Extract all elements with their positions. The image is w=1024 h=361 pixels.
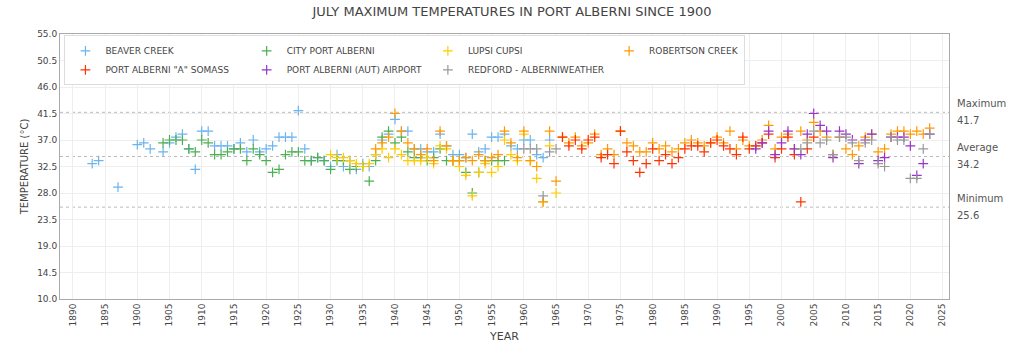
- svg-text:PORT ALBERNI (AUT) AIRPORT: PORT ALBERNI (AUT) AIRPORT: [287, 65, 422, 75]
- svg-text:1900: 1900: [132, 303, 142, 326]
- svg-text:PORT ALBERNI "A" SOMASS: PORT ALBERNI "A" SOMASS: [105, 65, 229, 75]
- svg-text:ROBERTSON CREEK: ROBERTSON CREEK: [649, 46, 739, 56]
- svg-text:37.0: 37.0: [37, 135, 57, 145]
- svg-text:23.5: 23.5: [37, 215, 57, 225]
- svg-text:1995: 1995: [744, 304, 754, 327]
- svg-text:2025: 2025: [937, 304, 947, 327]
- svg-text:1950: 1950: [454, 303, 464, 326]
- svg-text:2000: 2000: [776, 303, 786, 326]
- svg-text:32.5: 32.5: [37, 162, 57, 172]
- svg-text:1890: 1890: [68, 303, 78, 326]
- svg-text:Maximum: Maximum: [957, 98, 1006, 109]
- svg-text:1920: 1920: [261, 303, 271, 326]
- svg-text:1915: 1915: [229, 304, 239, 327]
- svg-text:41.5: 41.5: [37, 109, 57, 119]
- svg-text:34.2: 34.2: [957, 159, 979, 170]
- svg-text:1905: 1905: [164, 304, 174, 327]
- svg-text:Minimum: Minimum: [957, 193, 1003, 204]
- svg-text:19.0: 19.0: [37, 241, 57, 251]
- svg-text:YEAR: YEAR: [489, 330, 519, 343]
- svg-text:2015: 2015: [873, 304, 883, 327]
- svg-text:1955: 1955: [487, 304, 497, 327]
- svg-text:BEAVER CREEK: BEAVER CREEK: [105, 46, 174, 56]
- svg-text:1930: 1930: [325, 303, 335, 326]
- svg-text:2020: 2020: [905, 303, 915, 326]
- svg-text:2010: 2010: [841, 303, 851, 326]
- svg-text:CITY PORT ALBERNI: CITY PORT ALBERNI: [287, 46, 375, 56]
- svg-text:1895: 1895: [100, 304, 110, 327]
- svg-text:1945: 1945: [422, 304, 432, 327]
- svg-text:14.5: 14.5: [37, 268, 57, 278]
- svg-text:1960: 1960: [519, 303, 529, 326]
- svg-text:1925: 1925: [293, 304, 303, 327]
- svg-text:1975: 1975: [615, 304, 625, 327]
- svg-text:1965: 1965: [551, 304, 561, 327]
- svg-text:1910: 1910: [197, 303, 207, 326]
- svg-text:28.0: 28.0: [37, 188, 57, 198]
- svg-text:1940: 1940: [390, 303, 400, 326]
- svg-text:1970: 1970: [583, 303, 593, 326]
- svg-text:LUPSI CUPSI: LUPSI CUPSI: [468, 46, 522, 56]
- svg-text:2005: 2005: [809, 304, 819, 327]
- svg-text:55.0: 55.0: [37, 29, 57, 39]
- svg-text:Average: Average: [957, 142, 998, 153]
- svg-text:TEMPERATURE (°C): TEMPERATURE (°C): [19, 119, 30, 216]
- svg-text:JULY MAXIMUM TEMPERATURES IN P: JULY MAXIMUM TEMPERATURES IN PORT ALBERN…: [311, 4, 711, 19]
- svg-text:1985: 1985: [680, 304, 690, 327]
- svg-text:REDFORD - ALBERNIWEATHER: REDFORD - ALBERNIWEATHER: [468, 65, 604, 75]
- svg-text:1990: 1990: [712, 303, 722, 326]
- svg-text:46.0: 46.0: [37, 82, 57, 92]
- svg-text:50.5: 50.5: [37, 56, 57, 66]
- svg-text:41.7: 41.7: [957, 115, 979, 126]
- svg-text:25.6: 25.6: [957, 210, 979, 221]
- svg-text:10.0: 10.0: [37, 294, 57, 304]
- svg-text:1980: 1980: [648, 303, 658, 326]
- svg-text:1935: 1935: [358, 304, 368, 327]
